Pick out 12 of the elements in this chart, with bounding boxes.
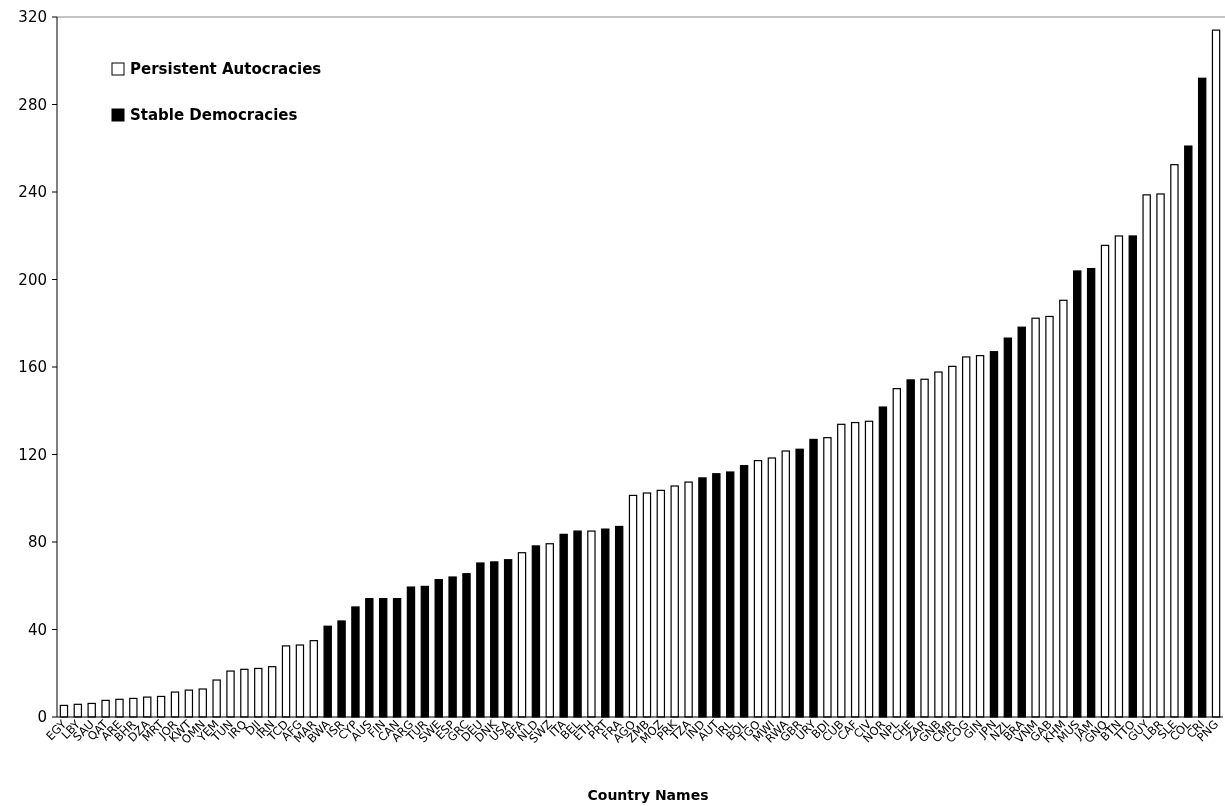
x-axis-title: Country Names (587, 787, 709, 803)
legend-label: Persistent Autocracies (130, 60, 322, 79)
y-tick-label: 280 (18, 95, 47, 114)
y-tick-label: 80 (27, 533, 47, 552)
y-tick-label: 40 (27, 620, 47, 639)
y-tick-label: 120 (18, 445, 47, 464)
y-tick-label: 0 (37, 708, 47, 727)
y-tick-label: 200 (18, 270, 47, 289)
y-tick-label: 160 (18, 358, 47, 377)
y-tick-label: 320 (18, 8, 47, 27)
y-tick-label: 240 (18, 183, 47, 202)
legend-label: Stable Democracies (130, 106, 298, 125)
